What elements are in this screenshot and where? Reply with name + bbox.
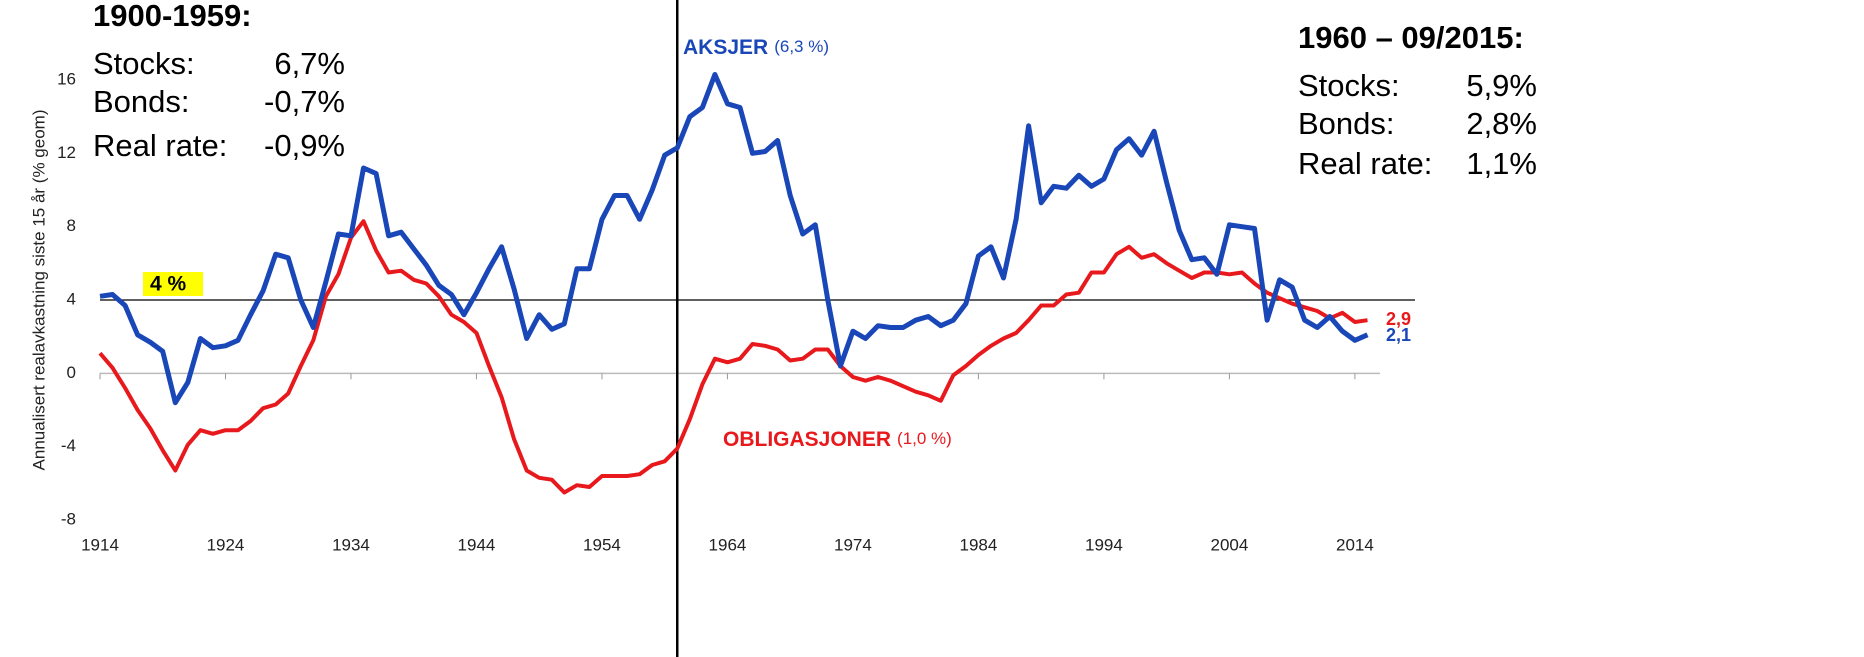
y-tick-label: -4 bbox=[61, 436, 76, 455]
panel-row-label: Stocks: bbox=[1298, 68, 1400, 103]
y-tick-label: -8 bbox=[61, 509, 76, 528]
series-line bbox=[99, 72, 1369, 406]
x-tick-label: 1934 bbox=[332, 535, 370, 554]
series-name-suffix: (6,3 %) bbox=[774, 37, 829, 56]
series-name: AKSJER bbox=[683, 36, 768, 59]
series-label: OBLIGASJONER (1,0 %) bbox=[723, 428, 952, 451]
panel-row-label: Bonds: bbox=[93, 84, 190, 119]
y-axis-label: Annualisert realavkastning siste 15 år (… bbox=[29, 110, 48, 471]
panel-title: 1900-1959: bbox=[93, 0, 252, 33]
panel-row-value: 6,7% bbox=[274, 46, 345, 81]
y-tick-label: 0 bbox=[67, 363, 76, 382]
series-name-suffix: (1,0 %) bbox=[897, 429, 952, 448]
x-tick-label: 1944 bbox=[458, 535, 496, 554]
x-tick-label: 1994 bbox=[1085, 535, 1123, 554]
y-tick-label: 16 bbox=[57, 69, 76, 88]
panel-row-label: Bonds: bbox=[1298, 106, 1395, 141]
panel-row-label: Stocks: bbox=[93, 46, 195, 81]
x-tick-label: 1974 bbox=[834, 535, 872, 554]
panel-row-value: 2,8% bbox=[1466, 106, 1537, 141]
end-label: 2,9 bbox=[1386, 309, 1411, 329]
series-name: OBLIGASJONER bbox=[723, 428, 891, 451]
y-tick-label: 4 bbox=[67, 289, 76, 308]
panel-row-value: 5,9% bbox=[1466, 68, 1537, 103]
panel-title: 1960 – 09/2015: bbox=[1298, 20, 1524, 55]
panel-row-value: -0,9% bbox=[264, 128, 345, 163]
x-tick-label: 1914 bbox=[81, 535, 119, 554]
panel-row-value: 1,1% bbox=[1466, 146, 1537, 181]
reference-label-box bbox=[143, 272, 203, 296]
x-tick-label: 1964 bbox=[709, 535, 747, 554]
y-tick-label: 12 bbox=[57, 143, 76, 162]
x-tick-label: 1984 bbox=[960, 535, 998, 554]
x-tick-label: 2004 bbox=[1210, 535, 1248, 554]
panel-row-label: Real rate: bbox=[93, 128, 227, 163]
panel-row-label: Real rate: bbox=[1298, 146, 1432, 181]
series-line bbox=[98, 219, 1368, 495]
series-label: AKSJER (6,3 %) bbox=[683, 36, 829, 59]
panel-row-value: -0,7% bbox=[264, 84, 345, 119]
y-tick-label: 8 bbox=[67, 216, 76, 235]
reference-label: 4 % bbox=[150, 273, 187, 296]
end-label: 2,1 bbox=[1386, 325, 1411, 345]
x-tick-label: 2014 bbox=[1336, 535, 1374, 554]
x-tick-label: 1924 bbox=[207, 535, 245, 554]
x-tick-label: 1954 bbox=[583, 535, 621, 554]
